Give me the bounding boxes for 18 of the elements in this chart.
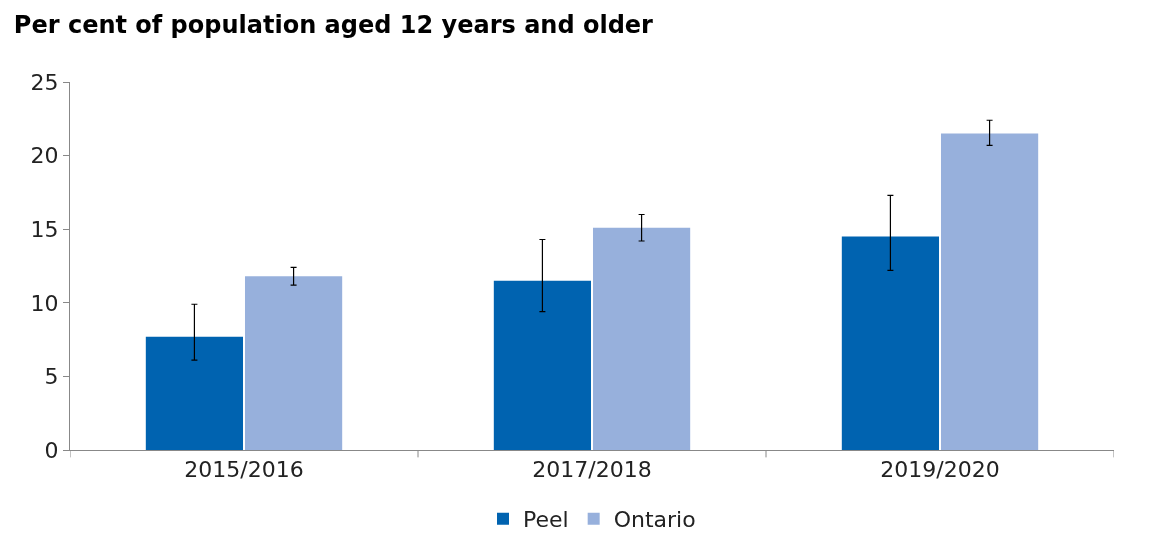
chart-title: Per cent of population aged 12 years and older [13,11,654,40]
bar [841,236,940,450]
y-tick-label: 25 [30,69,59,95]
x-tick-label: 2015/2016 [184,457,304,483]
bar [940,133,1039,450]
x-tick-label: 2017/2018 [532,457,652,483]
y-tick-label: 20 [30,143,59,169]
x-tick-label: 2019/2020 [880,457,1000,483]
legend-label: Ontario [613,507,696,533]
y-tick-label: 15 [30,216,59,242]
bar [592,227,691,450]
legend-label: Peel [523,507,569,533]
bar [493,280,592,450]
y-tick-label: 0 [44,437,59,463]
y-tick-label: 5 [44,364,59,390]
y-tick-label: 10 [30,290,59,316]
bar [244,276,343,450]
bar [145,336,244,450]
